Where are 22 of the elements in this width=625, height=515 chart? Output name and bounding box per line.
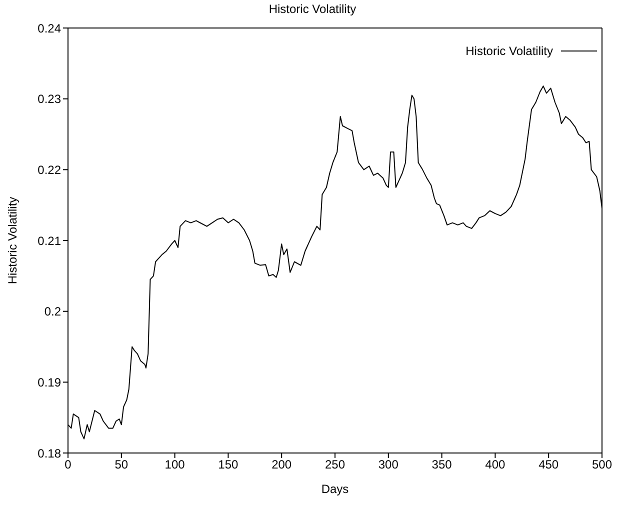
x-tick-label: 0	[64, 458, 72, 472]
x-tick-label: 100	[164, 458, 186, 472]
legend-label: Historic Volatility	[466, 44, 553, 58]
x-tick-label: 500	[592, 458, 612, 472]
x-axis-title: Days	[321, 482, 349, 496]
x-tick-label: 300	[378, 458, 399, 472]
y-tick-label: 0.2	[44, 304, 62, 319]
y-tick-label: 0.22	[38, 162, 62, 177]
x-tick-label: 400	[485, 458, 506, 472]
x-tick-label: 250	[324, 458, 346, 472]
x-tick-label: 150	[218, 458, 239, 472]
x-tick-label: 450	[538, 458, 559, 472]
y-tick-label: 0.24	[38, 21, 62, 36]
y-tick-label: 0.23	[38, 92, 62, 106]
x-tick-label: 350	[432, 458, 452, 472]
chart-title: Historic Volatility	[268, 2, 358, 16]
y-tick-label: 0.21	[38, 234, 62, 248]
y-tick-label: 0.18	[38, 446, 62, 460]
x-tick-label: 200	[272, 458, 292, 472]
y-tick-label: 0.19	[38, 375, 62, 390]
y-axis-title: Historic Volatility	[5, 196, 20, 284]
x-tick-label: 50	[114, 458, 128, 472]
